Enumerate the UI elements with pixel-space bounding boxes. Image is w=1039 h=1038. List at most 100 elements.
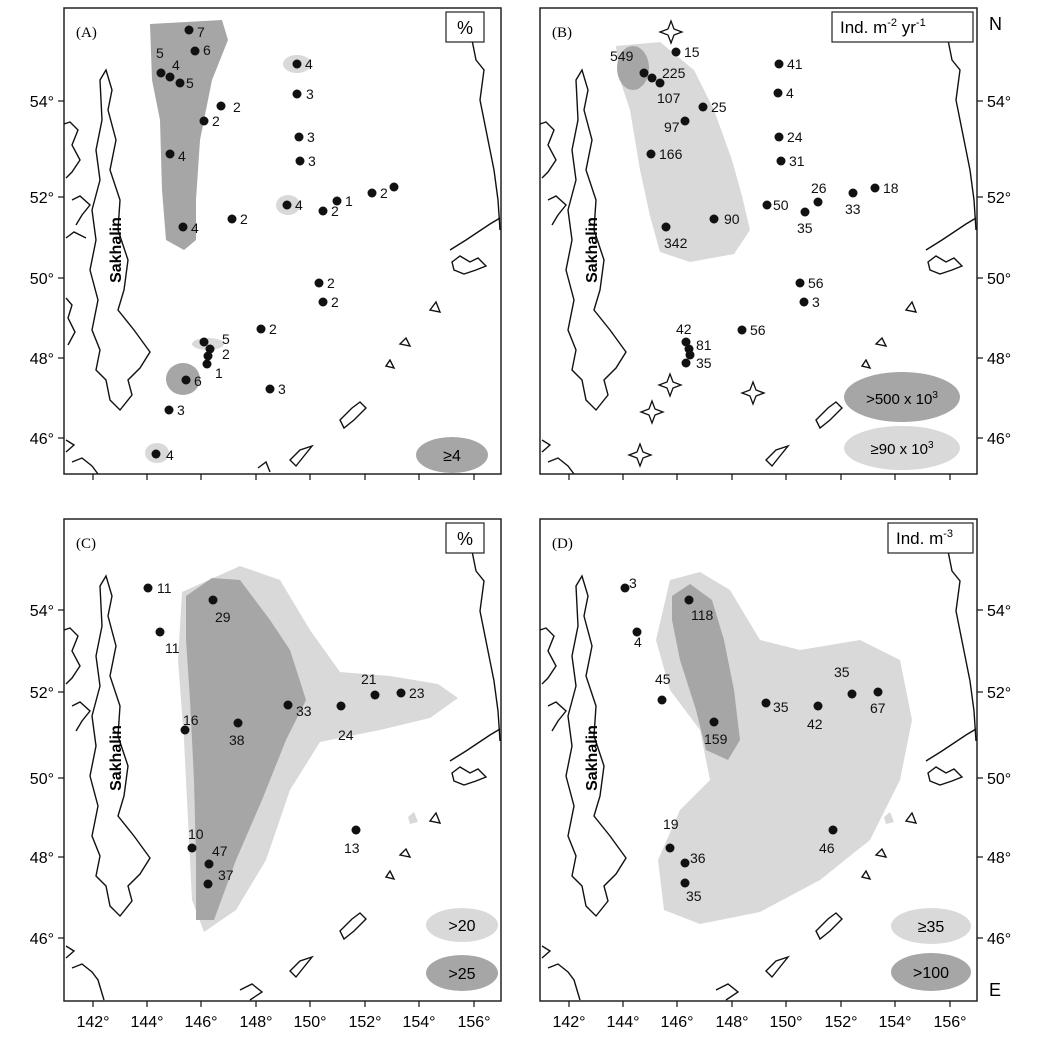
svg-text:156°: 156° — [933, 1014, 966, 1031]
station-dot — [202, 359, 212, 369]
station-value-label: 26 — [811, 180, 827, 196]
station-dot — [774, 132, 784, 142]
station-value-label: 19 — [663, 816, 679, 832]
panel-d-legend-light-label: ≥35 — [918, 919, 945, 936]
svg-text:54°: 54° — [987, 603, 1011, 620]
station-value-label: 7 — [197, 24, 205, 40]
station-dot — [203, 351, 213, 361]
svg-text:48°: 48° — [30, 850, 54, 867]
panel-c: 11 11 29 16 38 33 24 21 23 10 47 37 13 (… — [63, 518, 502, 1002]
station-value-label: 549 — [610, 48, 634, 64]
station-value-label: 159 — [704, 731, 728, 747]
station-dot — [175, 78, 185, 88]
svg-text:150°: 150° — [769, 1014, 802, 1031]
station-value-label: 2 — [233, 99, 241, 115]
station-value-label: 2 — [240, 211, 248, 227]
panel-b-legend-swatch-light — [844, 426, 960, 470]
station-dot — [199, 116, 209, 126]
station-dot — [848, 188, 858, 198]
panel-a-frame — [63, 7, 502, 475]
svg-text:54°: 54° — [30, 94, 54, 111]
station-dot — [665, 843, 675, 853]
station-value-label: 4 — [786, 85, 794, 101]
svg-text:50°: 50° — [30, 771, 54, 788]
svg-text:142°: 142° — [76, 1014, 109, 1031]
station-value-label: 3 — [177, 402, 185, 418]
station-dot — [370, 690, 380, 700]
station-value-label: 2 — [269, 321, 277, 337]
station-dot — [661, 222, 671, 232]
station-value-label: 47 — [212, 843, 228, 859]
station-dot — [265, 384, 275, 394]
station-dot — [164, 405, 174, 415]
station-dot — [332, 196, 342, 206]
station-value-label: 45 — [655, 671, 671, 687]
station-dot — [208, 595, 218, 605]
station-dot — [204, 859, 214, 869]
station-dot — [761, 698, 771, 708]
svg-text:152°: 152° — [824, 1014, 857, 1031]
svg-text:146°: 146° — [184, 1014, 217, 1031]
svg-text:156°: 156° — [457, 1014, 490, 1031]
panel-c-legend-light-label: >20 — [448, 918, 475, 935]
station-value-label: 1 — [215, 365, 223, 381]
svg-text:148°: 148° — [715, 1014, 748, 1031]
station-dot — [646, 149, 656, 159]
station-value-label: 42 — [807, 716, 823, 732]
svg-text:48°: 48° — [987, 850, 1011, 867]
station-dot — [737, 325, 747, 335]
station-value-label: 25 — [711, 99, 727, 115]
station-value-label: 18 — [883, 180, 899, 196]
panel-d-legend-dark-label: >100 — [913, 965, 949, 982]
svg-text:52°: 52° — [987, 685, 1011, 702]
station-dot — [178, 222, 188, 232]
lat-labels-right-top: 54° 52° 50° 48° 46° — [987, 94, 1011, 448]
station-dot — [632, 627, 642, 637]
panel-d-unit-box — [887, 522, 974, 554]
station-dot — [873, 687, 883, 697]
station-dot — [813, 701, 823, 711]
panel-c-legend-dark-label: >25 — [448, 966, 475, 983]
station-value-label: 50 — [773, 197, 789, 213]
panel-a-unit: % — [457, 18, 473, 38]
panel-b-station-labels: 549 15 225 107 25 97 166 41 4 24 31 50 2… — [610, 44, 899, 371]
station-dot — [199, 337, 209, 347]
station-dot — [671, 47, 681, 57]
station-dot — [762, 200, 772, 210]
station-dot — [216, 101, 226, 111]
station-value-label: 67 — [870, 700, 886, 716]
station-dot — [813, 197, 823, 207]
svg-text:50°: 50° — [987, 271, 1011, 288]
svg-text:142°: 142° — [552, 1014, 585, 1031]
lon-labels-left: 142° 144° 146° 148° 150° 152° 154° 156° — [76, 1014, 490, 1031]
station-dot — [155, 627, 165, 637]
station-dot — [205, 344, 215, 354]
station-value-label: 23 — [409, 685, 425, 701]
station-value-label: 4 — [305, 56, 313, 72]
panel-b-legend-light-label: ≥90 x 103 — [871, 440, 934, 458]
station-dot — [156, 68, 166, 78]
station-dot — [655, 78, 665, 88]
station-value-label: 1 — [345, 193, 353, 209]
station-dot — [184, 25, 194, 35]
station-dot — [396, 688, 406, 698]
svg-text:54°: 54° — [987, 94, 1011, 111]
lat-labels-left-bottom: 54° 52° 50° 48° 46° — [30, 603, 54, 948]
station-value-label: 4 — [172, 57, 180, 73]
station-value-label: 21 — [361, 671, 377, 687]
station-value-label: 2 — [331, 294, 339, 310]
station-value-label: 5 — [222, 331, 230, 347]
svg-text:52°: 52° — [30, 190, 54, 207]
station-value-label: 3 — [306, 86, 314, 102]
panel-b: 549 15 225 107 25 97 166 41 4 24 31 50 2… — [539, 7, 978, 475]
panel-a-station-labels: 7 6 5 4 5 4 2 2 4 3 3 3 4 1 2 2 4 2 2 2 … — [156, 24, 388, 463]
station-value-label: 107 — [657, 90, 681, 106]
station-dot — [774, 59, 784, 69]
star-icon — [658, 19, 684, 45]
north-label: N — [989, 14, 1002, 34]
station-value-label: 225 — [662, 65, 686, 81]
star-icon — [740, 380, 766, 406]
panel-d-sakhalin-label: Sakhalin — [584, 725, 601, 791]
svg-text:152°: 152° — [348, 1014, 381, 1031]
